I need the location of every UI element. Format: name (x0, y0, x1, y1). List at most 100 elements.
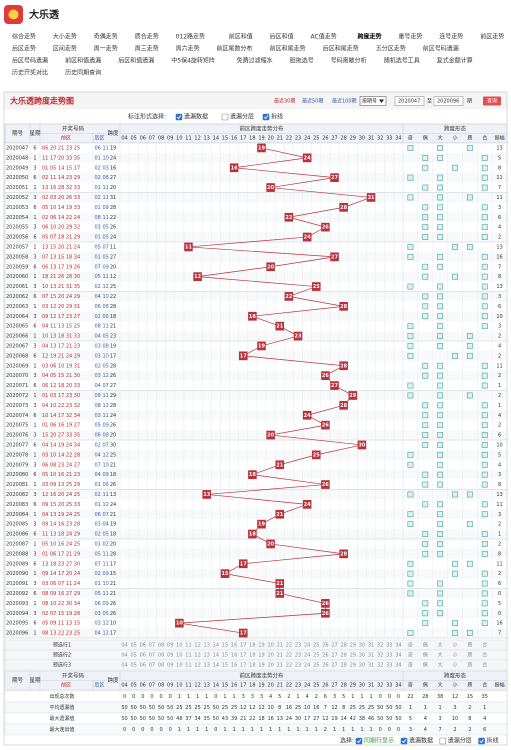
nav-link[interactable]: 前区和值 (229, 33, 253, 41)
preselect-cell[interactable]: 20 (267, 643, 273, 649)
preselect-cell[interactable]: 25 (313, 663, 319, 669)
nav-link[interactable]: 012路走势 (176, 33, 205, 41)
from-input[interactable] (394, 96, 425, 106)
nav-link[interactable]: 大小走势 (53, 33, 77, 41)
preselect-cell[interactable]: 25 (313, 653, 319, 659)
preselect-cell[interactable]: 小 (452, 642, 457, 649)
preselect-cell[interactable]: 13 (204, 653, 210, 659)
preselect-cell[interactable]: 12 (194, 653, 200, 659)
preselect-cell[interactable]: 14 (213, 663, 219, 669)
option-label[interactable]: 拆线 (271, 113, 283, 121)
preselect-cell[interactable]: 09 (167, 643, 173, 649)
preselect-cell[interactable]: 10 (176, 653, 182, 659)
preselect-cell[interactable]: 31 (368, 643, 374, 649)
preselect-cell[interactable]: 偶 (423, 642, 428, 649)
nav-link[interactable]: AC值走势 (311, 33, 337, 41)
preselect-cell[interactable]: 05 (131, 653, 137, 659)
range-link[interactable]: 最近30期 (274, 98, 295, 105)
preselect-cell[interactable]: 小 (452, 652, 457, 659)
preselect-cell[interactable]: 33 (386, 663, 392, 669)
preselect-cell[interactable]: 奇 (408, 662, 413, 669)
preselect-cell[interactable]: 大 (438, 642, 443, 649)
preselect-cell[interactable]: 13 (204, 643, 210, 649)
footer-option[interactable]: 拆线 (487, 737, 499, 745)
preselect-cell[interactable]: 34 (395, 663, 401, 669)
preselect-cell[interactable]: 21 (277, 643, 283, 649)
preselect-cell[interactable]: 30 (359, 663, 365, 669)
nav-link[interactable]: 复式金额计算 (437, 57, 473, 65)
preselect-cell[interactable]: 30 (359, 653, 365, 659)
preselect-cell[interactable]: 15 (222, 663, 228, 669)
preselect-cell[interactable]: 24 (304, 663, 310, 669)
option-checkbox[interactable] (175, 113, 183, 121)
preselect-cell[interactable]: 11 (185, 653, 191, 659)
preselect-cell[interactable]: 22 (286, 653, 292, 659)
nav-link[interactable]: 后区和值 (270, 33, 294, 41)
preselect-cell[interactable]: 34 (395, 653, 401, 659)
preselect-cell[interactable]: 17 (240, 653, 246, 659)
option-label[interactable]: 遗漏分层 (230, 113, 254, 121)
nav-link[interactable]: 后区和值遗漏 (118, 57, 154, 65)
preselect-cell[interactable]: 34 (395, 643, 401, 649)
preselect-cell[interactable]: 09 (167, 663, 173, 669)
preselect-cell[interactable]: 05 (131, 643, 137, 649)
preselect-cell[interactable]: 33 (386, 653, 392, 659)
nav-link[interactable]: 连号走势 (439, 33, 463, 41)
preselect-cell[interactable]: 17 (240, 663, 246, 669)
preselect-cell[interactable]: 26 (322, 663, 328, 669)
select[interactable] (359, 96, 387, 106)
nav-link[interactable]: 前区和值遗漏 (65, 57, 101, 65)
preselect-cell[interactable]: 15 (222, 643, 228, 649)
preselect-cell[interactable]: 17 (240, 643, 246, 649)
preselect-cell[interactable]: 21 (277, 663, 283, 669)
option-label[interactable]: 遗漏数据 (184, 113, 208, 121)
preselect-cell[interactable]: 质 (467, 652, 472, 659)
preselect-cell[interactable]: 11 (185, 663, 191, 669)
range-link[interactable]: 最近100期 (332, 98, 357, 105)
range-link[interactable]: 最近50期 (302, 98, 323, 105)
preselect-cell[interactable]: 10 (176, 663, 182, 669)
preselect-cell[interactable]: 04 (121, 663, 127, 669)
preselect-cell[interactable]: 13 (204, 663, 210, 669)
preselect-cell[interactable]: 04 (121, 643, 127, 649)
preselect-cell[interactable]: 质 (467, 642, 472, 649)
preselect-cell[interactable]: 07 (149, 663, 155, 669)
preselect-cell[interactable]: 23 (295, 663, 301, 669)
preselect-cell[interactable]: 合 (482, 652, 487, 659)
preselect-cell[interactable]: 偶 (423, 662, 428, 669)
preselect-cell[interactable]: 29 (350, 653, 356, 659)
nav-link[interactable]: 前区走势 (480, 33, 504, 41)
preselect-cell[interactable]: 28 (340, 653, 346, 659)
nav-link[interactable]: 重号走势 (398, 33, 422, 41)
preselect-cell[interactable]: 14 (213, 653, 219, 659)
preselect-cell[interactable]: 20 (267, 663, 273, 669)
preselect-cell[interactable]: 大 (438, 652, 443, 659)
nav-link[interactable]: 前区号码遗漏 (423, 45, 459, 53)
nav-link[interactable]: 历史开奖对比 (12, 69, 48, 77)
preselect-cell[interactable]: 31 (368, 663, 374, 669)
preselect-cell[interactable]: 19 (258, 663, 264, 669)
preselect-cell[interactable]: 合 (482, 642, 487, 649)
nav-link[interactable]: 周一走势 (94, 45, 118, 53)
preselect-cell[interactable]: 奇 (408, 652, 413, 659)
nav-link[interactable]: 综合走势 (12, 33, 36, 41)
footer-option[interactable]: 同期行显示 (364, 737, 394, 745)
preselect-cell[interactable]: 合 (482, 662, 487, 669)
preselect-cell[interactable]: 24 (304, 643, 310, 649)
preselect-cell[interactable]: 29 (350, 663, 356, 669)
preselect-cell[interactable]: 18 (249, 663, 255, 669)
preselect-cell[interactable]: 小 (452, 662, 457, 669)
preselect-cell[interactable]: 质 (467, 662, 472, 669)
preselect-cell[interactable]: 奇 (408, 642, 413, 649)
query-text[interactable]: 查询 (487, 98, 497, 105)
preselect-cell[interactable]: 16 (231, 663, 237, 669)
preselect-cell[interactable]: 24 (304, 653, 310, 659)
preselect-cell[interactable]: 26 (322, 643, 328, 649)
nav-link[interactable]: 质合走势 (135, 33, 159, 41)
preselect-cell[interactable]: 27 (331, 643, 337, 649)
preselect-cell[interactable]: 25 (313, 643, 319, 649)
footer-checkbox[interactable] (400, 737, 408, 745)
footer-option[interactable]: 遗漏分层 (448, 737, 472, 745)
preselect-cell[interactable]: 09 (167, 653, 173, 659)
preselect-cell[interactable]: 29 (350, 643, 356, 649)
